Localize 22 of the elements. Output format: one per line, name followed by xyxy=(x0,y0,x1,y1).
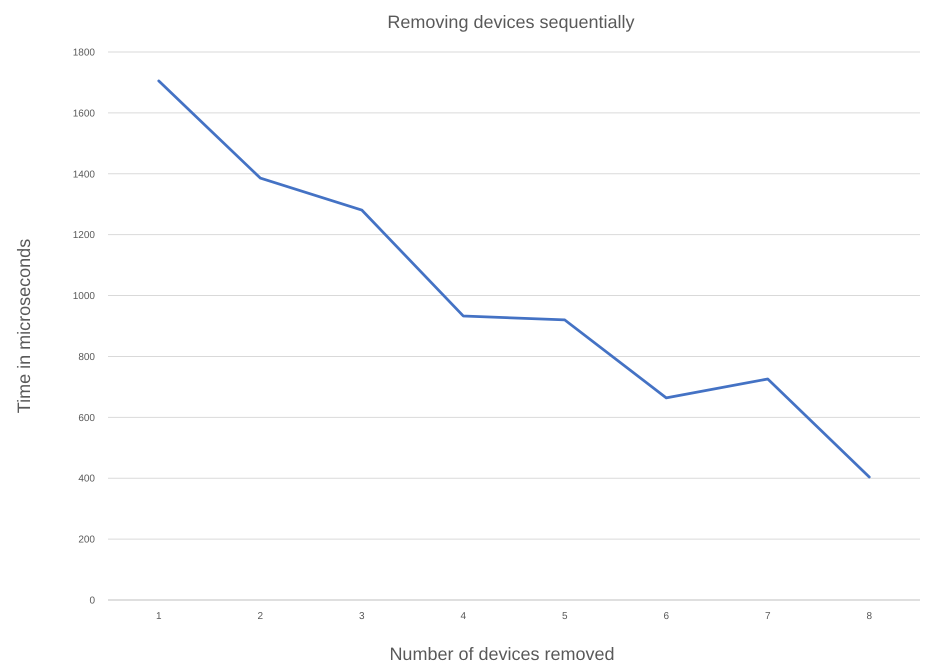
x-tick-label: 5 xyxy=(562,611,568,622)
x-tick-label: 8 xyxy=(866,611,872,622)
y-tick-label: 1000 xyxy=(72,291,96,302)
y-tick-label: 0 xyxy=(89,596,96,606)
y-tick-label: 1800 xyxy=(72,48,96,58)
y-tick-label: 1400 xyxy=(72,169,96,180)
y-axis-title: Time in microseconds xyxy=(14,238,34,414)
line-series xyxy=(157,80,871,478)
x-tick-label: 4 xyxy=(460,611,466,622)
y-tick-label: 600 xyxy=(78,412,96,424)
x-tick-label: 2 xyxy=(257,611,264,622)
y-tick-label: 400 xyxy=(78,474,96,485)
x-axis-title: Number of devices removed xyxy=(389,644,615,664)
y-tick-label: 1600 xyxy=(72,108,96,120)
x-tick-label: 6 xyxy=(663,611,670,622)
x-tick-label: 3 xyxy=(358,611,365,622)
y-tick-label: 1200 xyxy=(72,230,96,242)
x-tick-label: 1 xyxy=(156,611,162,622)
x-tick-label: 7 xyxy=(764,611,771,622)
y-tick-label: 800 xyxy=(78,352,96,363)
chart-title: Removing devices sequentially xyxy=(387,12,635,32)
y-tick-label: 200 xyxy=(78,534,96,546)
